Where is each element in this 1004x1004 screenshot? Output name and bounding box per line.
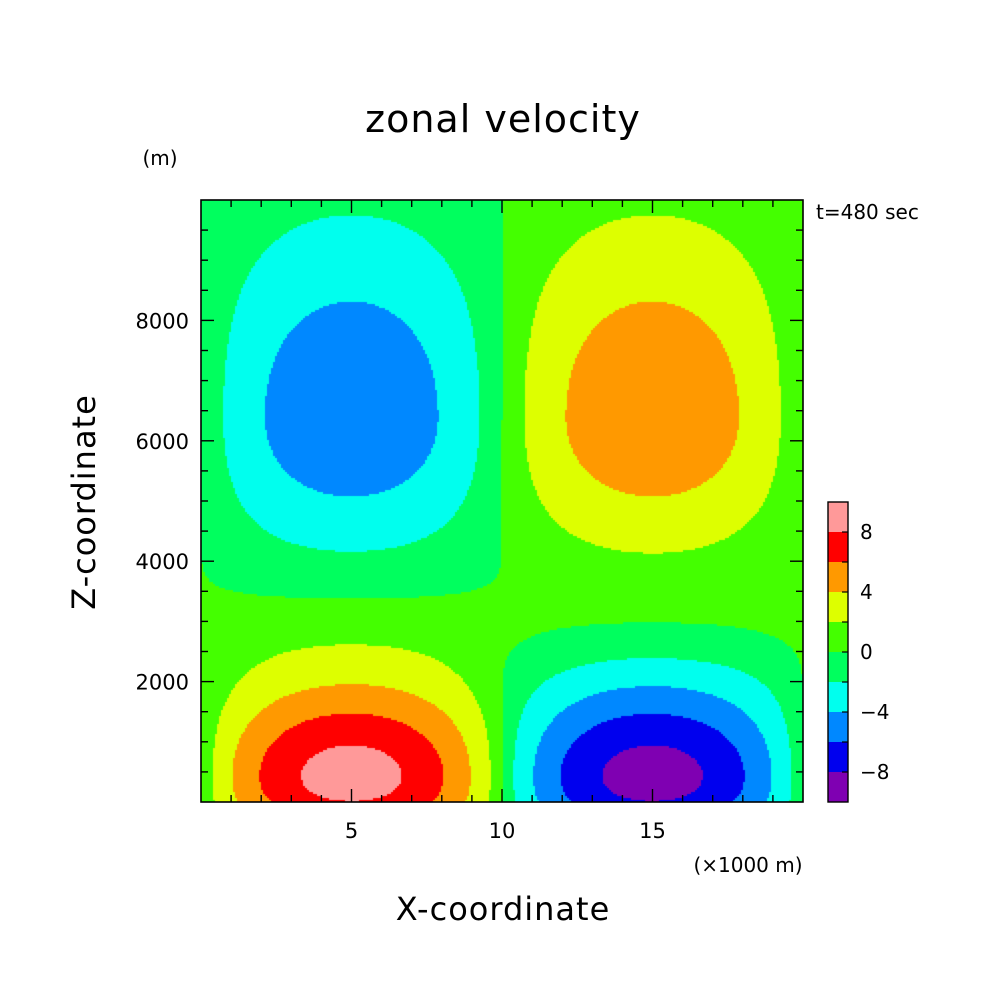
colorbar-tick-label: −4 (860, 700, 889, 724)
colorbar-band (828, 502, 848, 532)
x-tick-label: 15 (639, 819, 666, 843)
colorbar-band (828, 742, 848, 772)
colorbar-band (828, 532, 848, 562)
time-label: t=480 sec (816, 200, 919, 224)
y-tick-label: 8000 (136, 309, 189, 333)
plot-axes: 5 10 15 2000 4000 6000 8000 (136, 199, 804, 843)
x-tick-label: 5 (345, 819, 358, 843)
colorbar-band (828, 712, 848, 742)
x-axis-title: X-coordinate (396, 890, 611, 928)
colorbar: 8 4 0 −4 −8 (827, 501, 889, 803)
x-unit-label: (×1000 m) (693, 853, 802, 877)
colorbar-tick-label: 8 (860, 520, 873, 544)
x-tick-label: 10 (489, 819, 516, 843)
colorbar-tick-label: 0 (860, 640, 873, 664)
y-axis-title: Z-coordinate (65, 394, 103, 610)
colorbar-band (828, 682, 848, 712)
contour-raster (201, 200, 803, 802)
colorbar-band (828, 652, 848, 682)
colorbar-tick-label: 4 (860, 580, 873, 604)
y-tick-label: 2000 (136, 671, 189, 695)
colorbar-band (828, 562, 848, 592)
y-unit-label: (m) (142, 146, 177, 170)
colorbar-band (828, 592, 848, 622)
colorbar-tick-label: −8 (860, 760, 889, 784)
y-tick-label: 6000 (136, 430, 189, 454)
colorbar-band (828, 772, 848, 802)
colorbar-band (828, 622, 848, 652)
contour-fill (201, 200, 803, 802)
chart-title: zonal velocity (365, 97, 641, 141)
y-tick-label: 4000 (136, 550, 189, 574)
